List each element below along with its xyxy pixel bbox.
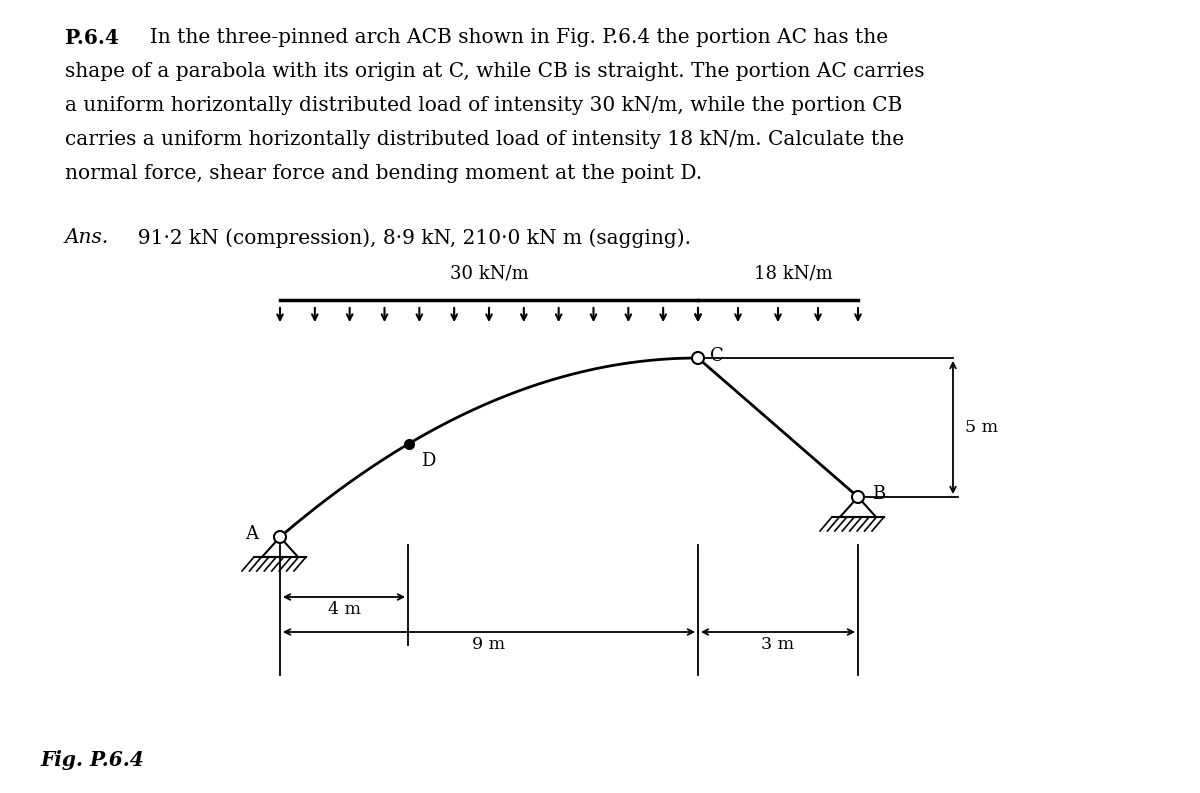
Text: 3 m: 3 m [762, 636, 794, 653]
Text: Fig. P.6.4: Fig. P.6.4 [40, 750, 144, 770]
Text: In the three-pinned arch ACB shown in Fig. P.6.4 the portion AC has the: In the three-pinned arch ACB shown in Fi… [137, 28, 888, 47]
Text: Ans.: Ans. [65, 228, 109, 247]
Text: P.6.4: P.6.4 [65, 28, 119, 48]
Circle shape [852, 491, 864, 503]
Text: 91·2 kN (compression), 8·9 kN, 210·0 kN m (sagging).: 91·2 kN (compression), 8·9 kN, 210·0 kN … [125, 228, 691, 247]
Text: D: D [421, 452, 434, 469]
Text: shape of a parabola with its origin at C, while CB is straight. The portion AC c: shape of a parabola with its origin at C… [65, 62, 924, 81]
Circle shape [692, 352, 704, 364]
Text: a uniform horizontally distributed load of intensity 30 kN/m, while the portion : a uniform horizontally distributed load … [65, 96, 902, 115]
Text: 9 m: 9 m [473, 636, 505, 653]
Text: 5 m: 5 m [965, 419, 998, 436]
Text: 18 kN/m: 18 kN/m [754, 265, 833, 283]
Circle shape [274, 531, 286, 543]
Text: 4 m: 4 m [328, 601, 360, 618]
Text: 30 kN/m: 30 kN/m [450, 265, 528, 283]
Text: normal force, shear force and bending moment at the point D.: normal force, shear force and bending mo… [65, 164, 702, 183]
Text: B: B [872, 485, 886, 503]
Text: carries a uniform horizontally distributed load of intensity 18 kN/m. Calculate : carries a uniform horizontally distribut… [65, 130, 904, 149]
Text: A: A [245, 525, 258, 543]
Text: C: C [710, 347, 724, 365]
